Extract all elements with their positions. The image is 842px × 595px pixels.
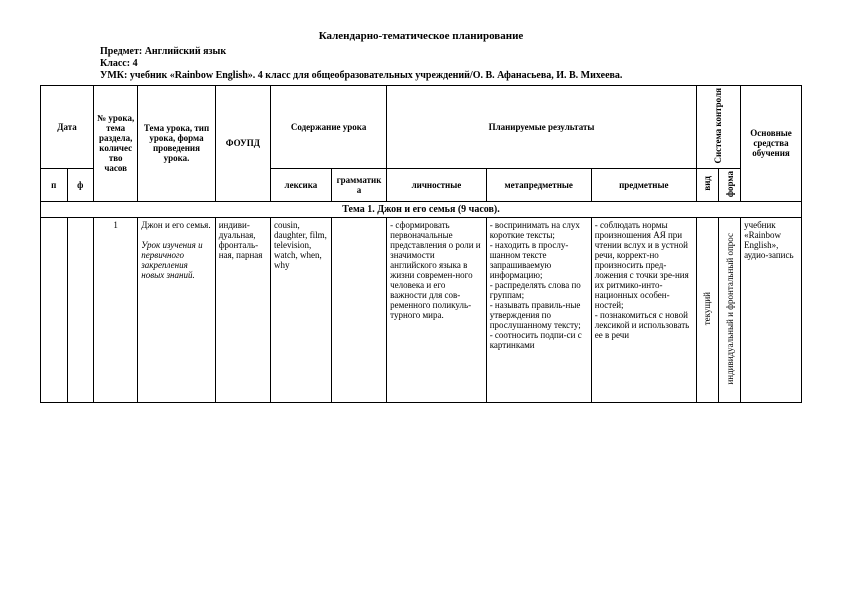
h-topic: Тема урока, тип урока, форма проведения … [138, 86, 215, 202]
h-lesson-no: № урока, тема раздела, количество часов [94, 86, 138, 202]
meta-class: Класс: 4 [100, 58, 802, 69]
cell-forma: индивидуальный и фронтальный опрос [718, 217, 740, 402]
h-grammar: грамматика [331, 168, 386, 201]
meta-umk: УМК: учебник «Rainbow English». 4 класс … [100, 70, 802, 81]
h-f: ф [67, 168, 94, 201]
cell-p [41, 217, 68, 402]
h-forma: форма [718, 168, 740, 201]
cell-foupd: индиви-дуальная, фронталь-ная, парная [215, 217, 270, 402]
cell-f [67, 217, 94, 402]
h-results: Планируемые результаты [387, 86, 697, 169]
plan-table: Дата № урока, тема раздела, количество ч… [40, 85, 802, 403]
h-subject-res: предметные [591, 168, 696, 201]
cell-meta: - воспринимать на слух короткие тексты; … [486, 217, 591, 402]
cell-grammar [331, 217, 386, 402]
section-row: Тема 1. Джон и его семья (9 часов). [41, 201, 802, 217]
doc-title: Календарно-тематическое планирование [40, 30, 802, 42]
h-control: Система контроля [696, 86, 740, 169]
cell-subject-res: - соблюдать нормы произношения АЯ при чт… [591, 217, 696, 402]
cell-vid: текущий [696, 217, 718, 402]
cell-lexis: cousin, daughter, film, television, watc… [271, 217, 332, 402]
cell-means: учебник «Rainbow English», аудио-запись [741, 217, 802, 402]
h-vid: вид [696, 168, 718, 201]
h-p: п [41, 168, 68, 201]
meta-subject: Предмет: Английский язык [100, 46, 802, 57]
cell-num: 1 [94, 217, 138, 402]
h-foupd: ФОУПД [215, 86, 270, 202]
table-row: 1 Джон и его семья. Урок изучения и перв… [41, 217, 802, 402]
h-lexis: лексика [271, 168, 332, 201]
h-meta: метапредметные [486, 168, 591, 201]
h-means: Основные средства обучения [741, 86, 802, 202]
h-personal: личностные [387, 168, 487, 201]
cell-topic: Джон и его семья. Урок изучения и первич… [138, 217, 215, 402]
cell-personal: - сформировать первоначальные представле… [387, 217, 487, 402]
section-title: Тема 1. Джон и его семья (9 часов). [41, 201, 802, 217]
header-row-1: Дата № урока, тема раздела, количество ч… [41, 86, 802, 169]
h-date: Дата [41, 86, 94, 169]
h-content: Содержание урока [271, 86, 387, 169]
